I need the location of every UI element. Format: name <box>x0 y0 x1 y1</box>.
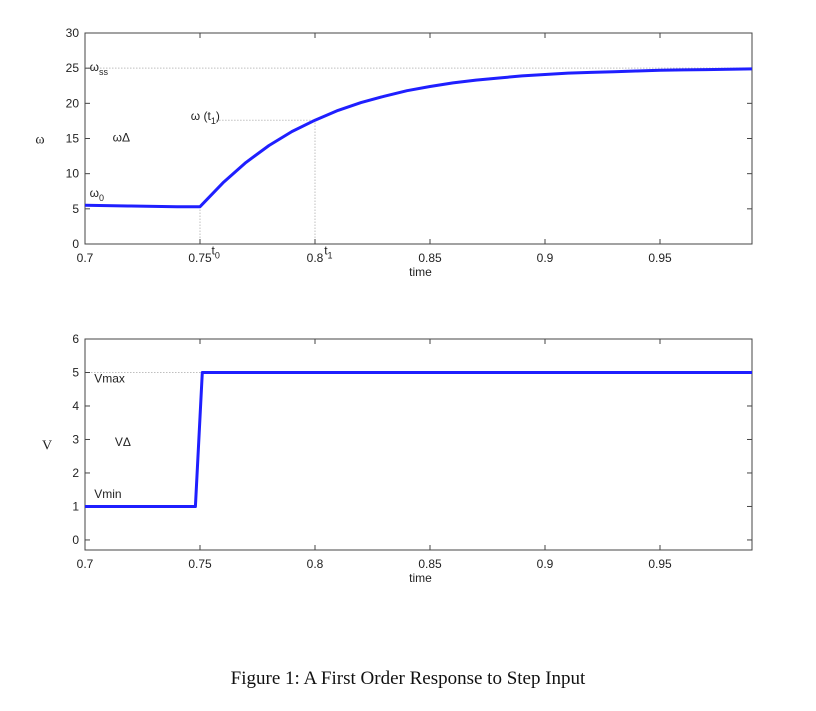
data-point <box>246 162 247 163</box>
data-point <box>499 78 500 79</box>
data-point <box>660 70 661 71</box>
data-point <box>637 70 638 71</box>
x-tick-label: 0.95 <box>648 251 672 265</box>
data-point <box>706 69 707 70</box>
data-point <box>407 90 408 91</box>
annotation-label: ωss <box>90 60 109 77</box>
x-tick-label: 0.75 <box>188 251 212 265</box>
annotation-label: t1 <box>324 244 332 261</box>
annotation-label: ω0 <box>90 186 104 203</box>
chart-panel-1: 0.7 0.75 0.8 0.85 0.9 0.95 0 5 10 15 20 25 30 time ω ωs… <box>35 26 753 279</box>
data-point <box>752 68 753 69</box>
y-tick-label: 30 <box>66 26 80 40</box>
data-series-line <box>84 67 753 209</box>
data-point <box>614 71 615 72</box>
data-point <box>131 206 132 207</box>
data-point <box>292 131 293 132</box>
annotation-label: Vmin <box>94 487 121 501</box>
data-point <box>195 506 196 507</box>
y-tick-label: 6 <box>72 332 79 346</box>
figure-caption: Figure 1: A First Order Response to Step… <box>230 668 586 689</box>
data-point <box>522 75 523 76</box>
data-point <box>200 206 201 207</box>
y-tick-label: 0 <box>72 533 79 547</box>
x-tick-label: 0.8 <box>307 557 324 571</box>
y-tick-label: 3 <box>72 432 79 446</box>
data-point <box>384 96 385 97</box>
data-point <box>752 372 753 373</box>
data-point <box>361 102 362 103</box>
x-tick-label: 0.9 <box>537 251 554 265</box>
data-point <box>568 73 569 74</box>
data-point <box>338 110 339 111</box>
data-point <box>177 206 178 207</box>
y-tick-label: 20 <box>66 96 80 110</box>
chart-panel-2: 0.7 0.75 0.8 0.85 0.9 0.95 0 1 2 3 4 5 6 time V Vmax VΔ V… <box>42 332 753 585</box>
data-point <box>545 74 546 75</box>
x-axis-title: time <box>409 571 432 585</box>
y-tick-label: 2 <box>72 466 79 480</box>
data-point <box>85 506 86 507</box>
x-tick-label: 0.95 <box>648 557 672 571</box>
data-point <box>202 372 203 373</box>
y-axis-title: ω <box>35 133 44 148</box>
y-tick-label: 10 <box>66 167 80 181</box>
annotation-label: ω (t1) <box>191 109 220 126</box>
x-tick-label: 0.7 <box>77 557 94 571</box>
data-point <box>223 182 224 183</box>
data-point <box>453 82 454 83</box>
x-axis-title: time <box>409 265 432 279</box>
y-tick-label: 15 <box>66 132 80 146</box>
x-tick-label: 0.85 <box>418 251 442 265</box>
x-tick-label: 0.9 <box>537 557 554 571</box>
y-tick-label: 0 <box>72 237 79 251</box>
x-tick-label: 0.85 <box>418 557 442 571</box>
x-tick-label: 0.8 <box>307 251 324 265</box>
y-axis-title: V <box>42 439 52 454</box>
x-tick-label: 0.7 <box>77 251 94 265</box>
annotation-label: VΔ <box>115 435 131 449</box>
annotation-label: Vmax <box>94 372 125 386</box>
data-point <box>729 69 730 70</box>
data-point <box>85 205 86 206</box>
data-series-line <box>85 371 752 508</box>
data-point <box>476 80 477 81</box>
plot-frame <box>84 338 753 551</box>
annotation-label: t0 <box>212 244 220 261</box>
data-point <box>591 72 592 73</box>
data-point <box>269 145 270 146</box>
x-tick-label: 0.75 <box>188 557 212 571</box>
y-tick-label: 5 <box>72 365 79 379</box>
data-point <box>430 86 431 87</box>
y-tick-label: 4 <box>72 399 79 413</box>
plot-frame <box>84 32 753 245</box>
data-point <box>683 69 684 70</box>
y-tick-label: 1 <box>72 499 79 513</box>
y-tick-label: 5 <box>72 202 79 216</box>
y-tick-label: 25 <box>66 61 80 75</box>
annotation-label: ωΔ <box>113 130 130 144</box>
data-point <box>315 120 316 121</box>
